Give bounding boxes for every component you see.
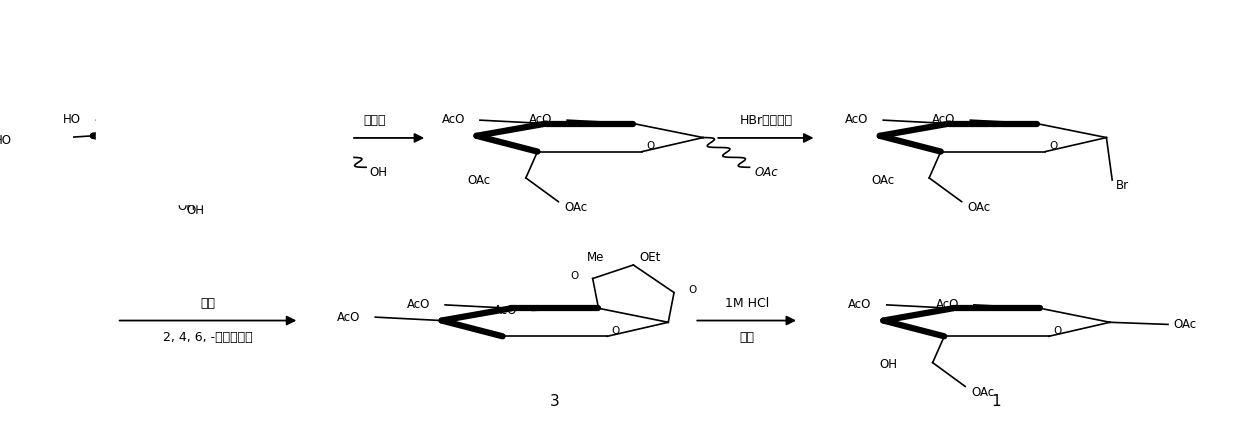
Text: O: O <box>1053 326 1061 336</box>
Text: 乙醇: 乙醇 <box>201 297 216 310</box>
Text: OAc: OAc <box>1173 318 1197 331</box>
Text: AcO: AcO <box>935 297 959 310</box>
Text: 3: 3 <box>550 394 560 409</box>
Text: HBr醋酸溶液: HBr醋酸溶液 <box>740 114 793 127</box>
Text: HO: HO <box>0 133 11 146</box>
Text: O: O <box>570 271 579 281</box>
Text: 2, 4, 6, -三甲基哒嗪: 2, 4, 6, -三甲基哒嗪 <box>164 331 253 344</box>
Text: OH: OH <box>880 358 898 371</box>
Text: AcO: AcO <box>932 113 955 126</box>
Text: O: O <box>611 326 620 336</box>
Text: AcO: AcO <box>337 310 361 323</box>
Text: HO: HO <box>63 113 82 126</box>
Text: OH: OH <box>187 204 204 216</box>
Text: Me: Me <box>587 251 605 264</box>
Text: OAc: OAc <box>755 166 778 179</box>
Text: AcO: AcO <box>849 297 871 310</box>
Text: OH: OH <box>369 166 388 179</box>
Text: OAc: OAc <box>468 174 491 187</box>
Text: AcO: AcO <box>441 113 465 126</box>
Text: O: O <box>1049 142 1058 152</box>
Text: AcO: AcO <box>406 298 430 311</box>
Bar <box>95 110 352 204</box>
Text: O: O <box>646 142 654 152</box>
Text: OEt: OEt <box>639 251 660 264</box>
Text: AcO: AcO <box>529 113 553 126</box>
Text: O: O <box>688 285 696 295</box>
Text: 乙酸酐: 乙酸酐 <box>363 114 387 127</box>
Text: AcO: AcO <box>494 304 517 317</box>
Text: 1: 1 <box>991 394 1001 409</box>
Text: 1M HCl: 1M HCl <box>725 297 769 310</box>
Text: OAc: OAc <box>871 174 895 187</box>
Text: O: O <box>263 142 271 152</box>
Text: OAc: OAc <box>968 201 991 214</box>
Text: OAc: OAc <box>971 386 994 399</box>
Text: OH: OH <box>177 200 196 213</box>
Text: Br: Br <box>1115 179 1129 193</box>
Text: AcO: AcO <box>845 113 869 126</box>
Text: 丙酮: 丙酮 <box>740 331 755 344</box>
Text: OH: OH <box>95 173 113 186</box>
Text: OH: OH <box>102 179 119 192</box>
Text: OAc: OAc <box>564 201 587 214</box>
